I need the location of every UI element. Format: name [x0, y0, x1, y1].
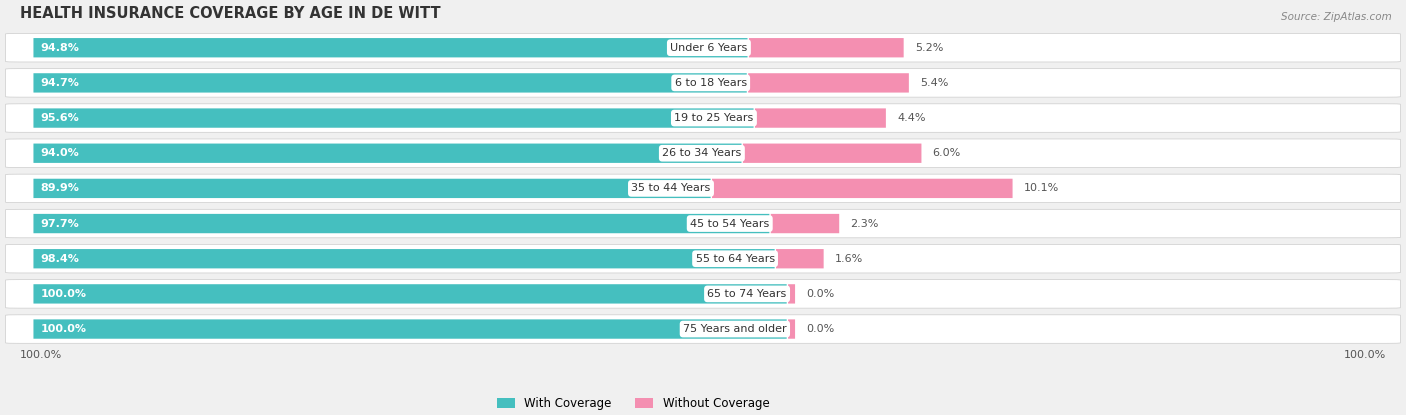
Text: 100.0%: 100.0%	[1344, 350, 1386, 361]
FancyBboxPatch shape	[742, 144, 921, 163]
Text: Source: ZipAtlas.com: Source: ZipAtlas.com	[1281, 12, 1392, 22]
Text: 100.0%: 100.0%	[41, 289, 86, 299]
FancyBboxPatch shape	[34, 38, 748, 57]
Text: 45 to 54 Years: 45 to 54 Years	[690, 219, 769, 229]
FancyBboxPatch shape	[6, 139, 1400, 168]
Text: 19 to 25 Years: 19 to 25 Years	[675, 113, 754, 123]
Text: 6.0%: 6.0%	[932, 148, 960, 158]
FancyBboxPatch shape	[776, 249, 824, 269]
Text: 5.2%: 5.2%	[915, 43, 943, 53]
FancyBboxPatch shape	[6, 174, 1400, 203]
FancyBboxPatch shape	[6, 280, 1400, 308]
Text: 75 Years and older: 75 Years and older	[683, 324, 787, 334]
Text: 100.0%: 100.0%	[41, 324, 86, 334]
FancyBboxPatch shape	[34, 284, 787, 303]
Text: 97.7%: 97.7%	[41, 219, 79, 229]
Text: HEALTH INSURANCE COVERAGE BY AGE IN DE WITT: HEALTH INSURANCE COVERAGE BY AGE IN DE W…	[20, 6, 440, 21]
FancyBboxPatch shape	[749, 38, 904, 57]
Text: 1.6%: 1.6%	[835, 254, 863, 264]
Text: 2.3%: 2.3%	[851, 219, 879, 229]
Text: 98.4%: 98.4%	[41, 254, 79, 264]
FancyBboxPatch shape	[6, 315, 1400, 343]
Text: 0.0%: 0.0%	[806, 289, 835, 299]
Text: 5.4%: 5.4%	[920, 78, 949, 88]
FancyBboxPatch shape	[789, 320, 794, 339]
Text: 94.7%: 94.7%	[41, 78, 79, 88]
Text: 94.0%: 94.0%	[41, 148, 79, 158]
FancyBboxPatch shape	[770, 214, 839, 233]
Text: 26 to 34 Years: 26 to 34 Years	[662, 148, 741, 158]
FancyBboxPatch shape	[755, 108, 886, 128]
Text: 10.1%: 10.1%	[1024, 183, 1059, 193]
Text: Under 6 Years: Under 6 Years	[671, 43, 748, 53]
Text: 6 to 18 Years: 6 to 18 Years	[675, 78, 747, 88]
FancyBboxPatch shape	[748, 73, 908, 93]
Text: 94.8%: 94.8%	[41, 43, 79, 53]
FancyBboxPatch shape	[6, 209, 1400, 238]
Text: 0.0%: 0.0%	[806, 324, 835, 334]
Text: 4.4%: 4.4%	[897, 113, 925, 123]
FancyBboxPatch shape	[34, 73, 747, 93]
Text: 55 to 64 Years: 55 to 64 Years	[696, 254, 775, 264]
FancyBboxPatch shape	[6, 244, 1400, 273]
FancyBboxPatch shape	[34, 108, 754, 128]
Legend: With Coverage, Without Coverage: With Coverage, Without Coverage	[492, 392, 773, 415]
FancyBboxPatch shape	[34, 320, 787, 339]
FancyBboxPatch shape	[711, 179, 1012, 198]
FancyBboxPatch shape	[6, 104, 1400, 132]
FancyBboxPatch shape	[34, 214, 769, 233]
FancyBboxPatch shape	[34, 249, 775, 269]
FancyBboxPatch shape	[789, 284, 794, 303]
Text: 95.6%: 95.6%	[41, 113, 79, 123]
Text: 100.0%: 100.0%	[20, 350, 62, 361]
FancyBboxPatch shape	[34, 179, 710, 198]
Text: 89.9%: 89.9%	[41, 183, 79, 193]
Text: 35 to 44 Years: 35 to 44 Years	[631, 183, 710, 193]
FancyBboxPatch shape	[6, 68, 1400, 97]
Text: 65 to 74 Years: 65 to 74 Years	[707, 289, 787, 299]
FancyBboxPatch shape	[6, 34, 1400, 62]
FancyBboxPatch shape	[34, 144, 741, 163]
